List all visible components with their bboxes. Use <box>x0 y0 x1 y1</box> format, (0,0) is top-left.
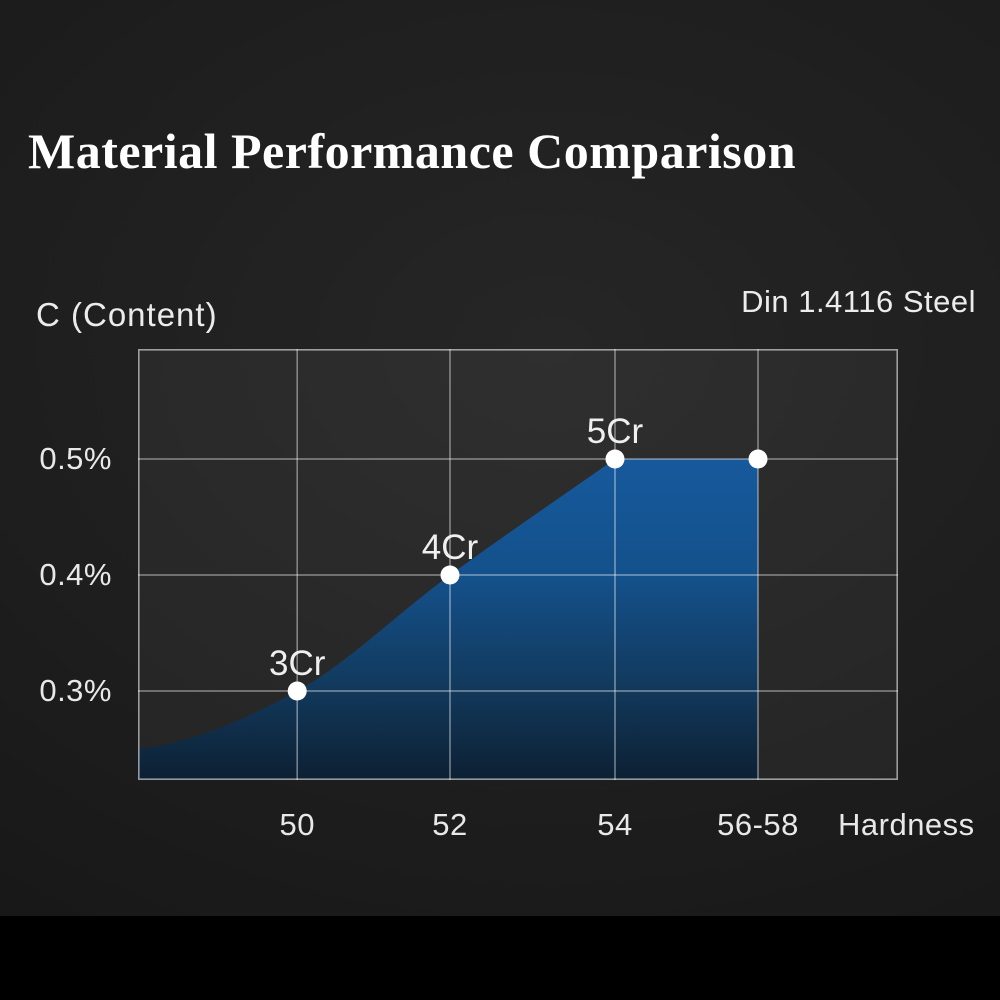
x-tick-label: 54 <box>597 807 633 842</box>
area-fill <box>138 459 758 780</box>
steel-grade-annotation: Din 1.4116 Steel <box>741 284 976 319</box>
point-label: 4Cr <box>422 528 479 567</box>
area-chart: 3Cr 4Cr 5Cr <box>138 349 898 780</box>
x-axis-title: Hardness <box>838 807 975 842</box>
y-axis-title: C (Content) <box>36 296 218 333</box>
bottom-black-strip <box>0 916 1000 1000</box>
y-tick-label: 0.4% <box>39 557 112 592</box>
data-point <box>440 565 460 585</box>
point-label: 3Cr <box>269 644 326 683</box>
point-label: 5Cr <box>587 412 644 451</box>
x-tick-label: 52 <box>432 807 468 842</box>
y-tick-label: 0.3% <box>39 673 112 708</box>
page-title: Material Performance Comparison <box>28 123 797 179</box>
data-point <box>287 681 307 701</box>
data-point <box>605 449 625 469</box>
x-tick-label: 56-58 <box>717 807 799 842</box>
graphic-area: Material Performance Comparison C (Conte… <box>0 0 1000 916</box>
x-tick-label: 50 <box>279 807 315 842</box>
plot-area: 3Cr 4Cr 5Cr <box>138 349 898 780</box>
plot-border <box>138 349 898 780</box>
y-tick-label: 0.5% <box>39 441 112 476</box>
data-point <box>748 449 768 469</box>
